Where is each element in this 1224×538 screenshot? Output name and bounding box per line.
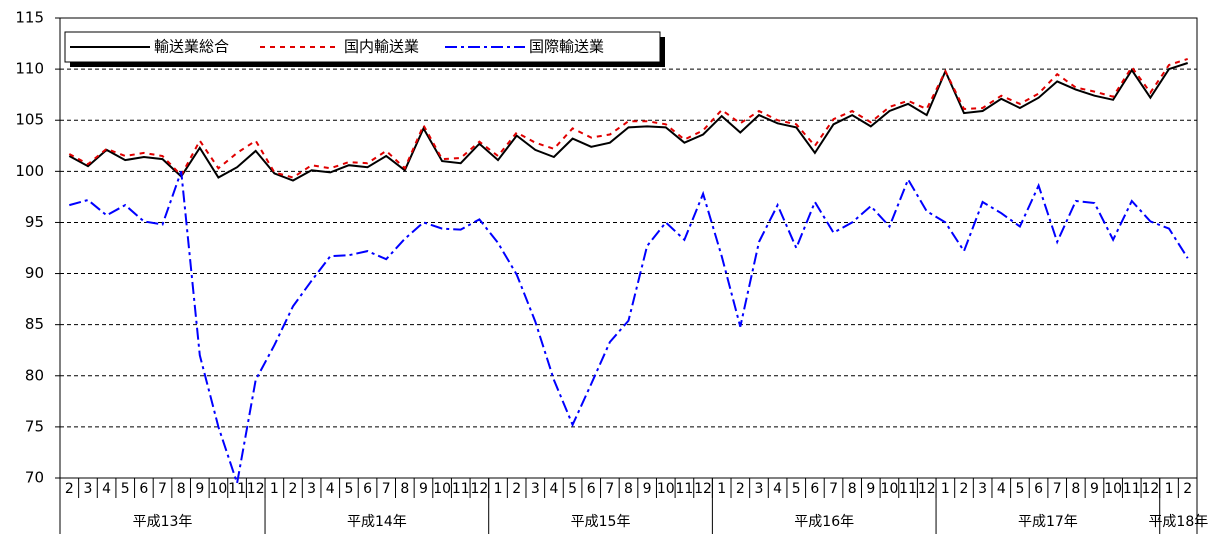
y-tick-label: 105 — [15, 111, 44, 129]
x-tick-label: 8 — [848, 481, 857, 497]
x-tick-label: 10 — [210, 481, 228, 497]
y-tick-label: 70 — [25, 469, 44, 487]
x-tick-label: 9 — [195, 481, 204, 497]
x-tick-label: 9 — [1090, 481, 1099, 497]
x-tick-label: 3 — [531, 481, 540, 497]
x-tick-label: 4 — [549, 481, 558, 497]
x-tick-label: 12 — [918, 481, 936, 497]
x-tick-label: 2 — [65, 481, 74, 497]
x-tick-label: 10 — [1104, 481, 1122, 497]
x-tick-label: 12 — [247, 481, 265, 497]
x-tick-label: 2 — [512, 481, 521, 497]
x-tick-label: 12 — [694, 481, 712, 497]
y-tick-label: 115 — [15, 9, 44, 27]
group-label: 平成17年 — [1018, 514, 1078, 530]
x-tick-label: 7 — [158, 481, 167, 497]
plot-frame — [59, 17, 1198, 479]
x-tick-label: 5 — [121, 481, 130, 497]
x-tick-label: 12 — [470, 481, 488, 497]
x-tick-label: 6 — [1034, 481, 1043, 497]
x-tick-label: 7 — [382, 481, 391, 497]
y-tick-label: 75 — [25, 417, 44, 435]
x-tick-label: 7 — [1053, 481, 1062, 497]
x-tick-label: 4 — [773, 481, 782, 497]
x-tick-label: 6 — [363, 481, 372, 497]
x-tick-label: 4 — [102, 481, 111, 497]
y-tick-label: 90 — [25, 264, 44, 282]
y-tick-label: 95 — [25, 213, 44, 231]
legend-label: 国際輸送業 — [529, 38, 604, 56]
legend-label: 輸送業総合 — [154, 38, 229, 56]
x-tick-label: 5 — [1015, 481, 1024, 497]
x-tick-label: 11 — [1123, 481, 1141, 497]
y-tick-label: 80 — [25, 366, 44, 384]
group-label: 平成13年 — [133, 514, 193, 530]
x-tick-label: 11 — [452, 481, 470, 497]
x-tick-label: 2 — [960, 481, 969, 497]
x-tick-label: 7 — [829, 481, 838, 497]
x-tick-label: 3 — [307, 481, 316, 497]
x-tick-label: 10 — [657, 481, 675, 497]
x-tick-label: 10 — [433, 481, 451, 497]
x-tick-label: 6 — [810, 481, 819, 497]
x-tick-label: 8 — [177, 481, 186, 497]
x-tick-label: 12 — [1141, 481, 1159, 497]
x-tick-label: 6 — [587, 481, 596, 497]
x-tick-label: 1 — [941, 481, 950, 497]
x-tick-label: 8 — [400, 481, 409, 497]
x-tick-label: 2 — [289, 481, 298, 497]
x-tick-label: 5 — [792, 481, 801, 497]
y-tick-label: 100 — [15, 162, 44, 180]
x-tick-label: 3 — [978, 481, 987, 497]
x-tick-label: 9 — [866, 481, 875, 497]
x-tick-label: 3 — [755, 481, 764, 497]
x-tick-label: 5 — [568, 481, 577, 497]
y-tick-label: 85 — [25, 315, 44, 333]
group-label: 平成18年 — [1148, 514, 1208, 530]
y-tick-label: 110 — [15, 60, 44, 78]
group-label: 平成16年 — [794, 514, 854, 530]
x-tick-label: 2 — [736, 481, 745, 497]
x-tick-label: 1 — [1165, 481, 1174, 497]
x-tick-label: 4 — [997, 481, 1006, 497]
x-tick-label: 8 — [624, 481, 633, 497]
x-tick-label: 8 — [1071, 481, 1080, 497]
x-tick-label: 1 — [717, 481, 726, 497]
x-tick-label: 11 — [899, 481, 917, 497]
x-tick-label: 9 — [643, 481, 652, 497]
x-tick-label: 2 — [1183, 481, 1192, 497]
series-line — [69, 170, 1189, 484]
x-tick-label: 11 — [676, 481, 694, 497]
x-tick-label: 11 — [228, 481, 246, 497]
group-label: 平成15年 — [571, 514, 631, 530]
legend-label: 国内輸送業 — [344, 38, 419, 56]
x-tick-label: 9 — [419, 481, 428, 497]
series-line — [68, 57, 1189, 179]
x-tick-label: 7 — [605, 481, 614, 497]
x-tick-label: 1 — [494, 481, 503, 497]
x-tick-label: 3 — [83, 481, 92, 497]
x-tick-label: 4 — [326, 481, 335, 497]
x-tick-label: 10 — [881, 481, 899, 497]
x-tick-label: 1 — [270, 481, 279, 497]
x-tick-label: 6 — [139, 481, 148, 497]
legend — [64, 31, 661, 63]
series-line — [68, 62, 1189, 182]
group-label: 平成14年 — [347, 514, 407, 530]
x-tick-label: 5 — [344, 481, 353, 497]
